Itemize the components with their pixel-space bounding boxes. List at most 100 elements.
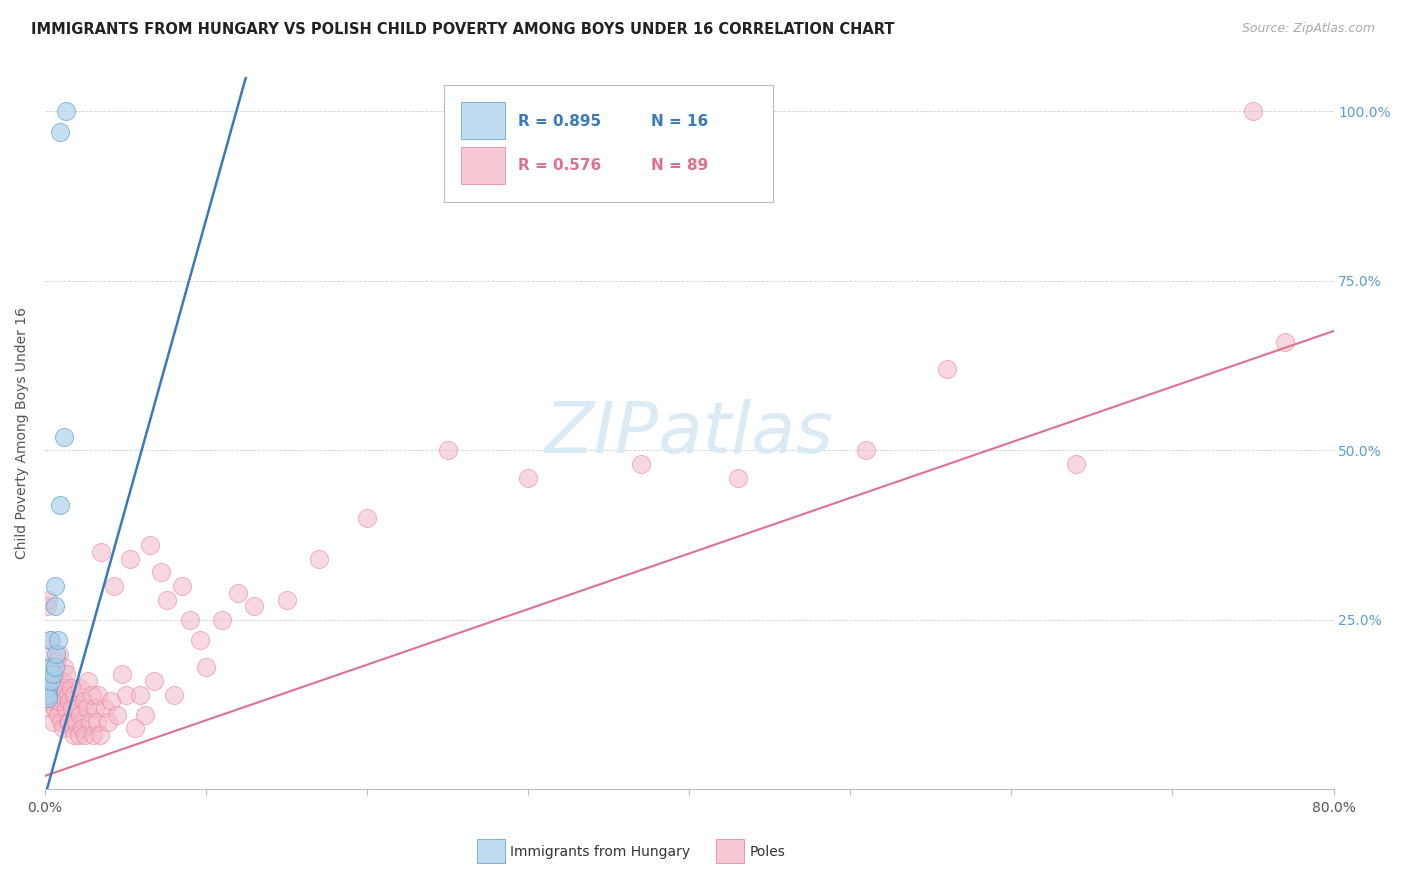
Point [124, 722, 146, 736]
Point [76, 701, 98, 715]
Point [49, 125, 72, 139]
Point [211, 613, 233, 627]
Point [37, 681, 59, 695]
Point [42, 714, 65, 729]
Point [42, 667, 65, 681]
Point [52, 673, 75, 688]
Point [114, 688, 136, 702]
Point [42, 681, 65, 695]
Point [82, 728, 104, 742]
Point [276, 592, 298, 607]
Point [70, 722, 93, 736]
Point [243, 599, 266, 614]
FancyBboxPatch shape [444, 85, 773, 202]
Point [179, 613, 201, 627]
Point [83, 701, 105, 715]
Point [44, 667, 66, 681]
Point [134, 707, 156, 722]
Point [46, 707, 69, 722]
Point [93, 701, 115, 715]
Point [65, 714, 87, 729]
Text: ZIPatlas: ZIPatlas [544, 399, 834, 468]
Point [149, 566, 172, 580]
Point [41, 660, 63, 674]
Point [436, 443, 458, 458]
Point [89, 728, 111, 742]
Point [1241, 104, 1264, 119]
Text: Poles: Poles [749, 845, 786, 859]
Point [60, 701, 83, 715]
Point [49, 498, 72, 512]
Point [49, 688, 72, 702]
Point [38, 701, 60, 715]
Point [46, 673, 69, 688]
Point [356, 511, 378, 525]
Point [170, 579, 193, 593]
Point [37, 673, 59, 688]
Point [37, 694, 59, 708]
Point [38, 660, 60, 674]
Point [46, 633, 69, 648]
Point [45, 694, 67, 708]
Point [56, 714, 79, 729]
Point [52, 722, 75, 736]
Point [48, 647, 70, 661]
Text: IMMIGRANTS FROM HUNGARY VS POLISH CHILD POVERTY AMONG BOYS UNDER 16 CORRELATION : IMMIGRANTS FROM HUNGARY VS POLISH CHILD … [31, 22, 894, 37]
Text: Immigrants from Hungary: Immigrants from Hungary [510, 845, 690, 859]
Point [226, 586, 249, 600]
Point [63, 728, 86, 742]
Point [138, 538, 160, 552]
Point [41, 688, 63, 702]
Text: R = 0.576: R = 0.576 [517, 158, 602, 173]
Point [103, 579, 125, 593]
Point [41, 633, 63, 648]
Point [111, 667, 134, 681]
Point [87, 688, 110, 702]
Point [107, 707, 129, 722]
Point [97, 714, 120, 729]
Point [143, 673, 166, 688]
Point [90, 545, 112, 559]
Point [55, 667, 77, 681]
Point [1274, 334, 1296, 349]
Point [58, 694, 80, 708]
Point [79, 714, 101, 729]
Point [53, 430, 76, 444]
Point [100, 694, 122, 708]
Point [727, 470, 749, 484]
FancyBboxPatch shape [461, 103, 505, 139]
Point [45, 647, 67, 661]
Text: R = 0.895: R = 0.895 [517, 114, 600, 129]
Point [60, 722, 83, 736]
Point [129, 688, 152, 702]
Point [308, 552, 330, 566]
Point [630, 457, 652, 471]
Point [69, 681, 91, 695]
Point [75, 728, 97, 742]
Point [44, 660, 66, 674]
Point [63, 688, 86, 702]
Point [55, 701, 77, 715]
Point [37, 688, 59, 702]
Point [53, 660, 76, 674]
Point [195, 660, 218, 674]
Point [44, 701, 66, 715]
Point [855, 443, 877, 458]
Point [517, 470, 540, 484]
Point [37, 592, 59, 607]
Point [120, 552, 142, 566]
Point [41, 673, 63, 688]
Point [66, 701, 89, 715]
Point [80, 688, 103, 702]
Point [38, 633, 60, 648]
Point [45, 654, 67, 668]
Point [163, 688, 186, 702]
Point [38, 647, 60, 661]
Point [69, 707, 91, 722]
Point [44, 579, 66, 593]
Text: N = 16: N = 16 [651, 114, 707, 129]
Text: Source: ZipAtlas.com: Source: ZipAtlas.com [1241, 22, 1375, 36]
Text: N = 89: N = 89 [651, 158, 707, 173]
Point [86, 714, 108, 729]
Point [67, 728, 90, 742]
